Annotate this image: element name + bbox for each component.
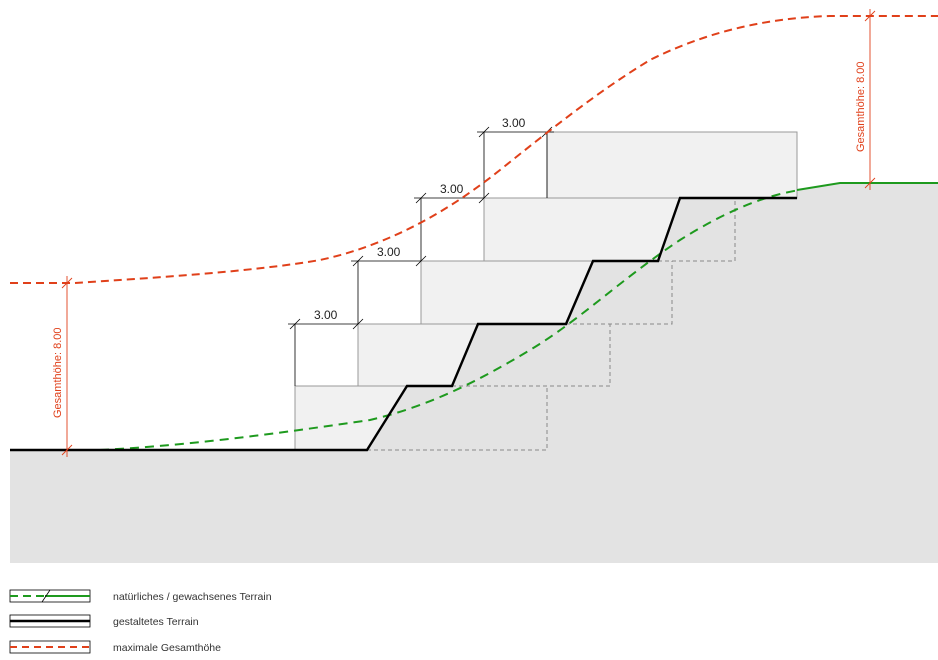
height-dimension-left	[61, 276, 73, 457]
natural-terrain-dashed	[99, 189, 801, 451]
dimension-horizontals	[288, 126, 554, 330]
step-width-label-2: 3.00	[377, 245, 401, 259]
max-height-line	[10, 15, 938, 284]
legend-max-height-symbol	[9, 640, 91, 654]
shaped-terrain-line	[10, 196, 797, 452]
legend-natural-terrain-label: natürliches / gewachsenes Terrain	[113, 591, 272, 603]
legend-natural-terrain-symbol	[9, 589, 91, 603]
terrace-block-4	[483, 197, 681, 262]
height-label-left: Gesamthöhe: 8.00	[52, 327, 64, 418]
natural-terrain-right-solid	[796, 182, 938, 191]
height-label-right: Gesamthöhe: 8.00	[855, 61, 867, 152]
step-width-label-4: 3.00	[502, 116, 526, 130]
ground-area	[10, 183, 938, 563]
terrace-block-5	[546, 131, 798, 199]
step-width-label-3: 3.00	[440, 182, 464, 196]
height-dimension-right	[864, 9, 876, 190]
step-width-label-1: 3.00	[314, 308, 338, 322]
legend-shaped-terrain-symbol	[9, 614, 91, 628]
legend-shaped-terrain-label: gestaltetes Terrain	[113, 616, 199, 628]
legend: natürliches / gewachsenes Terrain gestal…	[9, 589, 272, 654]
terrace-block-3	[420, 260, 594, 325]
dimension-verticals	[294, 132, 548, 386]
legend-max-height-label: maximale Gesamthöhe	[113, 642, 221, 654]
hidden-steps	[367, 198, 736, 451]
